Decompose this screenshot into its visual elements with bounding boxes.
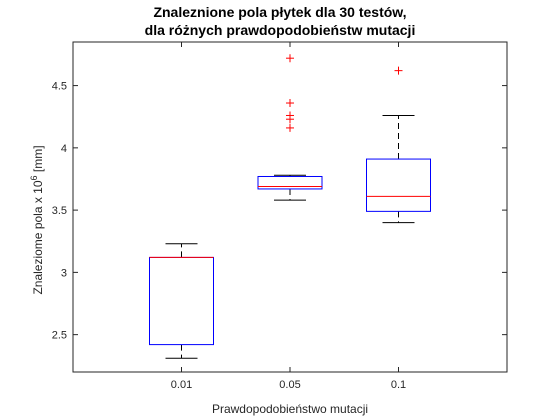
y-tick-label: 3.5	[52, 205, 67, 217]
x-tick-label: 0.05	[279, 379, 300, 391]
y-axis-label-unit: [mm]	[31, 145, 45, 175]
y-axis-label: Znaleziome pola x 106 [mm]	[29, 145, 45, 294]
y-tick-label: 2.5	[52, 330, 67, 342]
x-axis-label: Prawdopodobieństwo mutacji	[212, 402, 368, 416]
y-axis-label-base: Znaleziome pola x 10	[31, 180, 45, 294]
plot-area	[73, 42, 507, 372]
x-tick-label: 0.1	[391, 379, 406, 391]
chart-title-line-2: dla różnych prawdopodobieństw mutacji	[145, 22, 416, 38]
x-tick-label: 0.01	[171, 379, 192, 391]
chart-title-line-1: Znaleznione pola płytek dla 30 testów,	[153, 4, 406, 20]
y-tick-label: 3	[61, 267, 67, 279]
y-tick-label: 4.5	[52, 81, 67, 93]
y-tick-label: 4	[61, 143, 67, 155]
